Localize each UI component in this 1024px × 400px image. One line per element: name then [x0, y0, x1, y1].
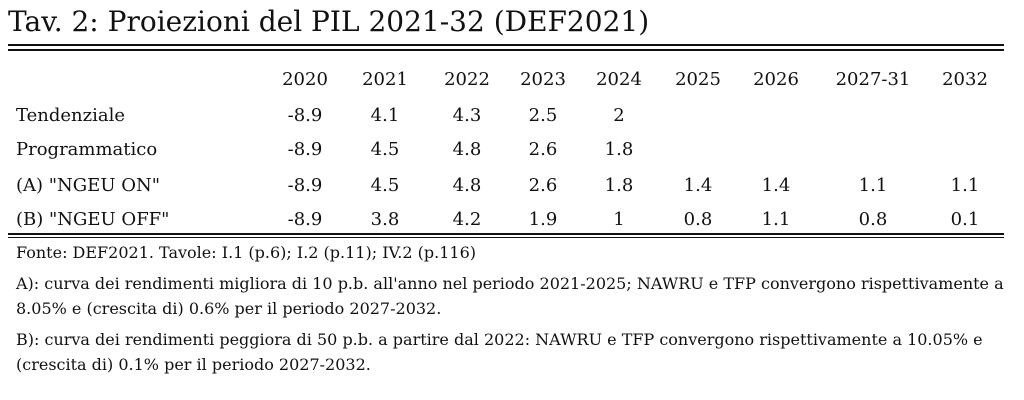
table-cell: 4.8: [452, 139, 482, 160]
table-row-tendenziale: Tendenziale -8.9 4.1 4.3 2.5 2: [8, 100, 1004, 132]
column-header: 2021: [362, 69, 408, 90]
table-row-ngeu-on: (A) "NGEU ON" -8.9 4.5 4.8 2.6 1.8 1.4 1…: [8, 170, 1004, 202]
table-cell: 4.5: [370, 175, 400, 196]
table-cell: 2.5: [528, 105, 558, 126]
table-cell: 2.6: [528, 139, 558, 160]
row-label: (B) "NGEU OFF": [16, 209, 170, 230]
column-header: 2023: [520, 69, 566, 90]
table-cell: -8.9: [287, 209, 323, 230]
top-rule-second: [8, 49, 1004, 51]
table-cell: 1.8: [604, 139, 634, 160]
table-cell: 2.6: [528, 175, 558, 196]
note-b: B): curva dei rendimenti peggiora di 50 …: [16, 330, 983, 374]
table-row-ngeu-off: (B) "NGEU OFF" -8.9 3.8 4.2 1.9 1 0.8 1.…: [8, 204, 1004, 236]
table-notes: Fonte: DEF2021. Tavole: I.1 (p.6); I.2 (…: [16, 240, 1006, 377]
table-cell: [653, 134, 743, 166]
table-cell: 0.1: [950, 209, 980, 230]
row-label: Tendenziale: [16, 105, 126, 126]
table-cell: 1: [613, 209, 625, 230]
row-label: Programmatico: [16, 139, 158, 160]
source-note: Fonte: DEF2021. Tavole: I.1 (p.6); I.2 (…: [16, 243, 476, 262]
table-cell: 4.2: [452, 209, 482, 230]
table-cell: [653, 100, 743, 132]
table-cell: [818, 134, 928, 166]
table-cell: 3.8: [370, 209, 400, 230]
bottom-rule-second: [8, 237, 1004, 238]
note-a: A): curva dei rendimenti migliora di 10 …: [16, 274, 1004, 318]
column-header: 2032: [942, 69, 988, 90]
table-cell: 0.8: [858, 209, 888, 230]
table-cell: -8.9: [287, 105, 323, 126]
table-cell: -8.9: [287, 175, 323, 196]
header-row: 2020 2021 2022 2023 2024 2025 2026 2027-…: [8, 64, 1004, 96]
table-cell: 4.3: [452, 105, 482, 126]
bottom-rule: [8, 233, 1004, 235]
table-cell: 1.4: [683, 175, 713, 196]
table-cell: 1.1: [761, 209, 791, 230]
table-row-programmatico: Programmatico -8.9 4.5 4.8 2.6 1.8: [8, 134, 1004, 166]
table-cell: 1.8: [604, 175, 634, 196]
row-label: (A) "NGEU ON": [16, 175, 160, 196]
column-header: 2026: [753, 69, 799, 90]
column-header: 2025: [675, 69, 721, 90]
table-cell: 2: [613, 105, 625, 126]
table-cell: 4.1: [370, 105, 400, 126]
column-header: 2027-31: [835, 69, 911, 90]
column-header: 2024: [596, 69, 642, 90]
table-cell: [731, 134, 821, 166]
table-cell: 1.1: [950, 175, 980, 196]
table-cell: -8.9: [287, 139, 323, 160]
column-header: 2020: [282, 69, 328, 90]
column-header: 2022: [444, 69, 490, 90]
table-cell: [818, 100, 928, 132]
table-cell: 4.8: [452, 175, 482, 196]
table-cell: [920, 134, 1010, 166]
table-cell: 1.1: [858, 175, 888, 196]
table-cell: 0.8: [683, 209, 713, 230]
table-cell: [731, 100, 821, 132]
table-cell: [920, 100, 1010, 132]
table-cell: 1.4: [761, 175, 791, 196]
top-rule: [8, 44, 1004, 46]
table-title: Tav. 2: Proiezioni del PIL 2021-32 (DEF2…: [8, 5, 650, 38]
table-cell: 4.5: [370, 139, 400, 160]
table-cell: 1.9: [528, 209, 558, 230]
